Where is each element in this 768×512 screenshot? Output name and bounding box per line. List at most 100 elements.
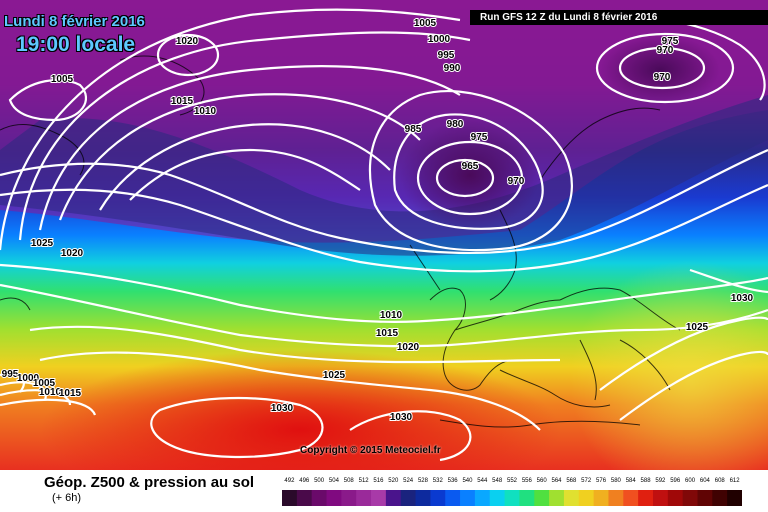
isobar-label: 1025 — [31, 238, 54, 249]
legend-swatch — [578, 490, 595, 506]
legend-swatch — [638, 490, 654, 506]
isobar-label: 1020 — [61, 248, 84, 259]
legend-value-label: 560 — [536, 478, 547, 484]
legend-value-label: 584 — [625, 478, 636, 484]
legend-swatch — [489, 490, 506, 506]
isobar-label: 1005 — [51, 74, 74, 85]
legend-footer: Géop. Z500 & pression au sol (+ 6h) 492 4… — [0, 470, 768, 512]
legend-value-label: 520 — [388, 478, 399, 484]
legend-swatch — [341, 490, 357, 506]
isobar-label: 990 — [444, 63, 461, 74]
isobar-label: 1000 — [428, 34, 451, 45]
legend-labels: 492 496 500 504 508 512 516 520 524 528 532 536 540 5… — [282, 478, 742, 488]
legend-swatch — [460, 490, 476, 506]
legend-swatch — [474, 490, 491, 506]
legend-swatch — [727, 490, 742, 506]
legend-value-label: 596 — [670, 478, 681, 484]
trough-band — [0, 95, 768, 256]
isobar-label: 965 — [462, 161, 479, 172]
isobar-label: 1000 — [17, 373, 40, 384]
isobar-label: 1025 — [686, 322, 709, 333]
isobar-label: 975 — [662, 36, 679, 47]
legend-value-label: 580 — [610, 478, 621, 484]
legend-value-label: 612 — [729, 478, 740, 484]
legend-swatch — [563, 490, 580, 506]
forecast-local-time: 19:00 locale — [16, 33, 136, 56]
legend-value-label: 552 — [506, 478, 518, 484]
legend-swatch — [400, 490, 417, 506]
isobar-label: 970 — [508, 176, 525, 187]
legend-swatch — [682, 490, 698, 506]
isobar-label: 1030 — [390, 412, 413, 423]
legend-swatch — [282, 490, 298, 506]
legend-value-label: 496 — [299, 478, 310, 484]
legend-value-label: 572 — [581, 478, 592, 484]
legend-value-label: 540 — [462, 478, 473, 484]
legend-value-label: 504 — [328, 478, 339, 484]
legend-swatch — [697, 490, 713, 506]
isobar-label: 1030 — [731, 293, 754, 304]
isobar-label: 1030 — [271, 403, 294, 414]
legend-swatch — [504, 490, 520, 506]
isobar-label: 980 — [447, 119, 464, 130]
legend-swatch — [296, 490, 313, 506]
legend-value-label: 532 — [432, 478, 443, 484]
legend-value-label: 576 — [596, 478, 607, 484]
legend-value-label: 516 — [373, 478, 384, 484]
legend-swatch — [371, 490, 387, 506]
legend-swatch — [415, 490, 431, 506]
forecast-date: Lundi 8 février 2016 — [4, 13, 145, 30]
legend-swatch — [311, 490, 328, 506]
legend-value-label: 556 — [521, 478, 532, 484]
low-pressure-core — [400, 120, 540, 230]
legend-value-label: 500 — [314, 478, 325, 484]
isobar-label: 1015 — [376, 328, 399, 339]
legend-value-label: 568 — [566, 478, 577, 484]
legend-swatch — [608, 490, 624, 506]
isobar-label: 1015 — [59, 388, 82, 399]
isobars — [0, 8, 768, 462]
legend-value-label: 604 — [699, 478, 710, 484]
legend-swatch — [667, 490, 684, 506]
legend-swatch — [652, 490, 669, 506]
eastern-ridge — [570, 260, 768, 470]
isobar-label: 1010 — [39, 387, 62, 398]
isobar-label: 970 — [654, 72, 671, 83]
legend-value-label: 564 — [551, 478, 562, 484]
legend-swatch — [385, 490, 402, 506]
legend-swatch — [549, 490, 565, 506]
legend-value-label: 508 — [343, 478, 354, 484]
legend-value-label: 524 — [403, 478, 414, 484]
legend-value-label: 544 — [477, 478, 488, 484]
isobar-label: 1010 — [194, 106, 217, 117]
legend-swatch — [519, 490, 535, 506]
isobar-label: 1005 — [33, 378, 56, 389]
copyright-notice: Copyright © 2015 Meteociel.fr — [300, 445, 441, 456]
legend-swatch — [623, 490, 639, 506]
legend-value-label: 588 — [640, 478, 651, 484]
legend-value-label: 600 — [685, 478, 696, 484]
isobar-label: 1020 — [397, 342, 420, 353]
isobar-label: 970 — [657, 45, 674, 56]
forecast-lead: (+ 6h) — [52, 492, 82, 504]
legend-color-scale — [282, 490, 742, 506]
model-run-info: Run GFS 12 Z du Lundi 8 février 2016 — [470, 10, 768, 25]
legend-value-label: 492 — [284, 478, 295, 484]
isobar-label: 995 — [438, 50, 455, 61]
legend-swatch — [445, 490, 461, 506]
isobar-label: 1025 — [323, 370, 346, 381]
legend-value-label: 536 — [447, 478, 458, 484]
legend-swatch — [430, 490, 446, 506]
isobar-label: 1005 — [414, 18, 437, 29]
isobar-label: 1020 — [176, 36, 199, 47]
isobar-label: 995 — [2, 369, 19, 380]
legend-value-label: 608 — [714, 478, 725, 484]
isobar-label: 1015 — [171, 96, 194, 107]
legend-value-label: 592 — [655, 478, 666, 484]
isobar-label: 985 — [405, 124, 422, 135]
legend-swatch — [534, 490, 550, 506]
subtropical-high-core — [40, 350, 560, 470]
legend-value-label: 512 — [358, 478, 369, 484]
